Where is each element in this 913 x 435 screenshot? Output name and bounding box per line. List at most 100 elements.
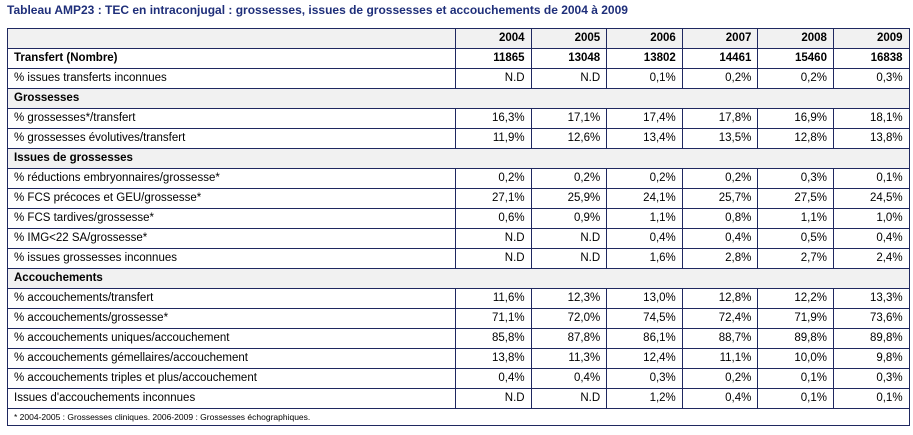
row-label: % accouchements/grossesse*	[7, 308, 456, 329]
value-cell: 0,1%	[832, 168, 910, 189]
value-cell: 10,0%	[757, 348, 834, 369]
value-cell: 25,7%	[681, 188, 759, 209]
row-label: Issues d'accouchements inconnues	[7, 388, 456, 409]
value-cell: 0,2%	[757, 68, 834, 89]
value-cell: 0,3%	[606, 368, 683, 389]
value-cell: 0,2%	[681, 168, 759, 189]
value-cell: 86,1%	[606, 328, 683, 349]
table-row: % grossesses évolutives/transfert 11,9% 12…	[7, 128, 910, 149]
value-cell: 1,2%	[606, 388, 683, 409]
value-cell: 0,6%	[455, 208, 532, 229]
data-table: 2004 2005 2006 2007 2008 2009 Transfert (Nombr…	[7, 28, 910, 426]
value-cell: 0,4%	[681, 228, 759, 249]
value-cell: N.D	[455, 228, 532, 249]
value-cell: N.D	[530, 68, 608, 89]
value-cell: 12,3%	[530, 288, 608, 309]
value-cell: 27,5%	[757, 188, 834, 209]
table-title: Tableau AMP23 : TEC en intraconjugal : g…	[7, 3, 628, 17]
value-cell: 17,1%	[530, 108, 608, 129]
table-row: % accouchements/grossesse* 71,1% 72,0% 74,5…	[7, 308, 910, 329]
header-blank-cell	[7, 28, 456, 49]
value-cell: 16,3%	[455, 108, 532, 129]
value-cell: 0,1%	[606, 68, 683, 89]
footnote-row: * 2004-2005 : Grossesses cliniques. 2006…	[7, 408, 910, 426]
value-cell: 11,3%	[530, 348, 608, 369]
value-cell: 0,2%	[455, 168, 532, 189]
value-cell: 12,8%	[757, 128, 834, 149]
value-cell: 72,4%	[681, 308, 759, 329]
table-row: % accouchements/transfert 11,6% 12,3% 13,0%…	[7, 288, 910, 309]
value-cell: 13048	[530, 48, 608, 69]
value-cell: 0,1%	[757, 368, 834, 389]
value-cell: 12,6%	[530, 128, 608, 149]
value-cell: 13802	[606, 48, 683, 69]
value-cell: 1,6%	[606, 248, 683, 269]
table-row: % grossesses*/transfert 16,3% 17,1% 17,4% 17…	[7, 108, 910, 129]
year-header-cell: 2008	[757, 28, 834, 49]
table-row: Transfert (Nombre) 11865 13048 13802 14461 15…	[7, 48, 910, 69]
section-header-row: Accouchements	[7, 268, 910, 289]
value-cell: 73,6%	[832, 308, 910, 329]
table-row: % réductions embryonnaires/grossesse* 0,2…	[7, 168, 910, 189]
value-cell: N.D	[455, 248, 532, 269]
value-cell: 13,8%	[832, 128, 910, 149]
value-cell: 0,3%	[757, 168, 834, 189]
value-cell: 88,7%	[681, 328, 759, 349]
year-header-cell: 2006	[606, 28, 683, 49]
row-label: % grossesses*/transfert	[7, 108, 456, 129]
value-cell: 72,0%	[530, 308, 608, 329]
value-cell: 18,1%	[832, 108, 910, 129]
table-row: % accouchements uniques/accouchement 85,8…	[7, 328, 910, 349]
row-label: % FCS précoces et GEU/grossesse*	[7, 188, 456, 209]
value-cell: 17,4%	[606, 108, 683, 129]
value-cell: 0,4%	[832, 228, 910, 249]
value-cell: 9,8%	[832, 348, 910, 369]
value-cell: 13,0%	[606, 288, 683, 309]
row-label: % accouchements uniques/accouchement	[7, 328, 456, 349]
value-cell: 2,7%	[757, 248, 834, 269]
value-cell: N.D	[455, 68, 532, 89]
value-cell: 11,6%	[455, 288, 532, 309]
row-label: % grossesses évolutives/transfert	[7, 128, 456, 149]
value-cell: 2,4%	[832, 248, 910, 269]
header-row: 2004 2005 2006 2007 2008 2009	[7, 28, 910, 49]
value-cell: 13,4%	[606, 128, 683, 149]
value-cell: 0,4%	[606, 228, 683, 249]
value-cell: N.D	[530, 248, 608, 269]
table-container: 2004 2005 2006 2007 2008 2009 Transfert (Nombr…	[7, 28, 910, 426]
year-header-cell: 2007	[681, 28, 759, 49]
value-cell: 89,8%	[757, 328, 834, 349]
value-cell: 71,1%	[455, 308, 532, 329]
value-cell: 74,5%	[606, 308, 683, 329]
row-label: Transfert (Nombre)	[7, 48, 456, 69]
value-cell: 2,8%	[681, 248, 759, 269]
value-cell: 25,9%	[530, 188, 608, 209]
value-cell: N.D	[455, 388, 532, 409]
value-cell: 71,9%	[757, 308, 834, 329]
value-cell: 1,0%	[832, 208, 910, 229]
table-row: % issues grossesses inconnues N.D N.D 1,6% 2…	[7, 248, 910, 269]
value-cell: 85,8%	[455, 328, 532, 349]
section-title: Issues de grossesses	[7, 148, 910, 169]
row-label: % FCS tardives/grossesse*	[7, 208, 456, 229]
value-cell: N.D	[530, 388, 608, 409]
value-cell: 0,1%	[832, 388, 910, 409]
value-cell: 0,4%	[455, 368, 532, 389]
value-cell: 1,1%	[606, 208, 683, 229]
value-cell: 0,8%	[681, 208, 759, 229]
value-cell: 0,3%	[832, 68, 910, 89]
row-label: % accouchements triples et plus/accouche…	[7, 368, 456, 389]
section-title: Grossesses	[7, 88, 910, 109]
table-row: % accouchements gémellaires/accouchement…	[7, 348, 910, 369]
footnote: * 2004-2005 : Grossesses cliniques. 2006…	[7, 408, 910, 426]
table-row: % accouchements triples et plus/accouche…	[7, 368, 910, 389]
row-label: % accouchements gémellaires/accouchement	[7, 348, 456, 369]
value-cell: 0,4%	[530, 368, 608, 389]
row-label: % issues grossesses inconnues	[7, 248, 456, 269]
value-cell: 0,5%	[757, 228, 834, 249]
value-cell: 13,5%	[681, 128, 759, 149]
table-row: % FCS tardives/grossesse* 0,6% 0,9% 1,1% 0,8…	[7, 208, 910, 229]
row-label: % accouchements/transfert	[7, 288, 456, 309]
year-header-cell: 2009	[832, 28, 910, 49]
year-header-cell: 2004	[455, 28, 532, 49]
